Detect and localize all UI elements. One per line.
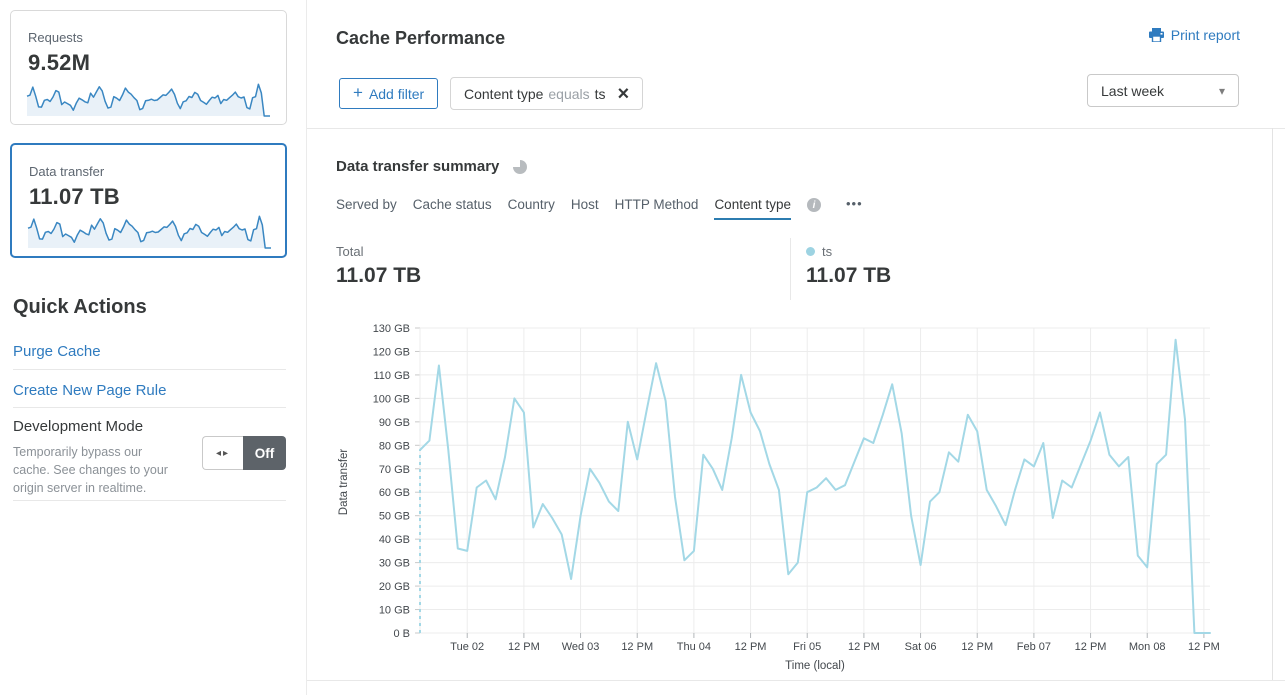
svg-text:0 B: 0 B	[393, 628, 410, 640]
divider	[13, 369, 286, 370]
more-tabs-button[interactable]: •••	[846, 196, 863, 211]
legend-row: ts	[806, 244, 832, 259]
add-filter-button[interactable]: + Add filter	[339, 78, 439, 109]
quick-actions-title: Quick Actions	[13, 296, 147, 318]
svg-text:Thu 04: Thu 04	[677, 641, 711, 653]
svg-text:20 GB: 20 GB	[379, 581, 410, 593]
sidebar: Requests 9.52M Data transfer 11.07 TB Qu…	[0, 0, 307, 695]
divider	[13, 407, 286, 408]
print-report-label: Print report	[1170, 27, 1240, 43]
svg-text:110 GB: 110 GB	[374, 370, 411, 382]
filter-chip-field: Content type	[464, 85, 544, 102]
svg-text:120 GB: 120 GB	[373, 346, 410, 358]
svg-text:50 GB: 50 GB	[379, 511, 410, 523]
print-report-link[interactable]: Print report	[1148, 27, 1240, 43]
tab-host[interactable]: Host	[570, 197, 599, 212]
printer-icon	[1148, 28, 1164, 42]
close-icon[interactable]: ×	[617, 82, 630, 105]
svg-text:130 GB: 130 GB	[373, 323, 410, 335]
svg-text:Sat 06: Sat 06	[905, 641, 937, 653]
total-label: Total	[336, 244, 364, 259]
divider	[1272, 128, 1273, 680]
legend-name: ts	[822, 244, 833, 259]
svg-text:12 PM: 12 PM	[621, 641, 653, 653]
svg-text:70 GB: 70 GB	[379, 464, 410, 476]
data-transfer-sparkline	[27, 215, 271, 249]
purge-cache-link[interactable]: Purge Cache	[13, 343, 101, 360]
requests-sparkline	[26, 83, 270, 117]
tab-country[interactable]: Country	[507, 197, 555, 212]
plus-icon: +	[353, 82, 363, 102]
summary-title: Data transfer summary	[336, 158, 500, 175]
tabs: Served by Cache status Country Host HTTP Met…	[336, 196, 863, 220]
tab-http-method[interactable]: HTTP Method	[614, 197, 699, 212]
requests-card-value: 9.52M	[28, 50, 91, 75]
filter-chip-operator: equals	[548, 85, 590, 102]
development-mode-toggle[interactable]: ◂▸ Off	[202, 436, 286, 470]
data-transfer-card-label: Data transfer	[29, 164, 105, 179]
svg-text:Feb 07: Feb 07	[1017, 641, 1051, 653]
data-transfer-chart[interactable]: 130 GB 120 GB 110 GB 100 GB 90 GB 80 GB 70 GB 6…	[330, 312, 1250, 680]
time-range-value: Last week	[1101, 82, 1165, 99]
svg-text:60 GB: 60 GB	[379, 487, 410, 499]
data-transfer-card-value: 11.07 TB	[29, 184, 120, 209]
svg-text:12 PM: 12 PM	[848, 641, 880, 653]
svg-text:Time (local): Time (local)	[785, 660, 845, 672]
svg-text:Mon 08: Mon 08	[1129, 641, 1166, 653]
development-mode-description: Temporarily bypass our cache. See change…	[13, 445, 168, 495]
pie-chart-icon	[513, 160, 527, 174]
add-filter-label: Add filter	[368, 85, 425, 102]
tab-cache-status[interactable]: Cache status	[412, 197, 492, 212]
toggle-arrows-icon: ◂▸	[202, 436, 243, 470]
svg-text:10 GB: 10 GB	[379, 605, 410, 617]
info-icon[interactable]: i	[807, 198, 821, 212]
svg-text:80 GB: 80 GB	[379, 440, 410, 452]
requests-card[interactable]: Requests 9.52M	[10, 10, 287, 125]
data-transfer-card[interactable]: Data transfer 11.07 TB	[10, 143, 287, 258]
filter-chip-value: ts	[594, 85, 606, 102]
svg-text:30 GB: 30 GB	[379, 558, 410, 570]
svg-text:12 PM: 12 PM	[508, 641, 540, 653]
divider	[13, 500, 286, 501]
svg-text:12 PM: 12 PM	[1075, 641, 1107, 653]
svg-text:Wed 03: Wed 03	[562, 641, 600, 653]
requests-card-label: Requests	[28, 30, 83, 45]
svg-text:12 PM: 12 PM	[735, 641, 767, 653]
divider	[307, 680, 1285, 681]
svg-text:12 PM: 12 PM	[1188, 641, 1220, 653]
svg-text:90 GB: 90 GB	[379, 417, 410, 429]
tab-served-by[interactable]: Served by	[336, 197, 397, 212]
time-range-select[interactable]: Last week ▾	[1087, 74, 1239, 107]
svg-text:12 PM: 12 PM	[961, 641, 993, 653]
divider	[790, 238, 791, 300]
legend-value: 11.07 TB	[806, 264, 892, 287]
total-value: 11.07 TB	[336, 264, 422, 287]
chevron-down-icon: ▾	[1218, 83, 1225, 98]
svg-text:100 GB: 100 GB	[373, 393, 410, 405]
toggle-state-label: Off	[243, 436, 286, 470]
create-page-rule-link[interactable]: Create New Page Rule	[13, 382, 167, 399]
svg-text:Data transfer: Data transfer	[338, 449, 350, 516]
tab-content-type[interactable]: Content type	[714, 197, 791, 220]
svg-text:Fri 05: Fri 05	[793, 641, 821, 653]
development-mode-label: Development Mode	[13, 418, 144, 435]
divider	[307, 128, 1285, 129]
legend-dot	[806, 247, 815, 256]
page-title: Cache Performance	[336, 28, 506, 48]
svg-text:40 GB: 40 GB	[379, 534, 410, 546]
svg-text:Tue 02: Tue 02	[450, 641, 484, 653]
filter-chip[interactable]: Content type equals ts ×	[450, 77, 644, 110]
